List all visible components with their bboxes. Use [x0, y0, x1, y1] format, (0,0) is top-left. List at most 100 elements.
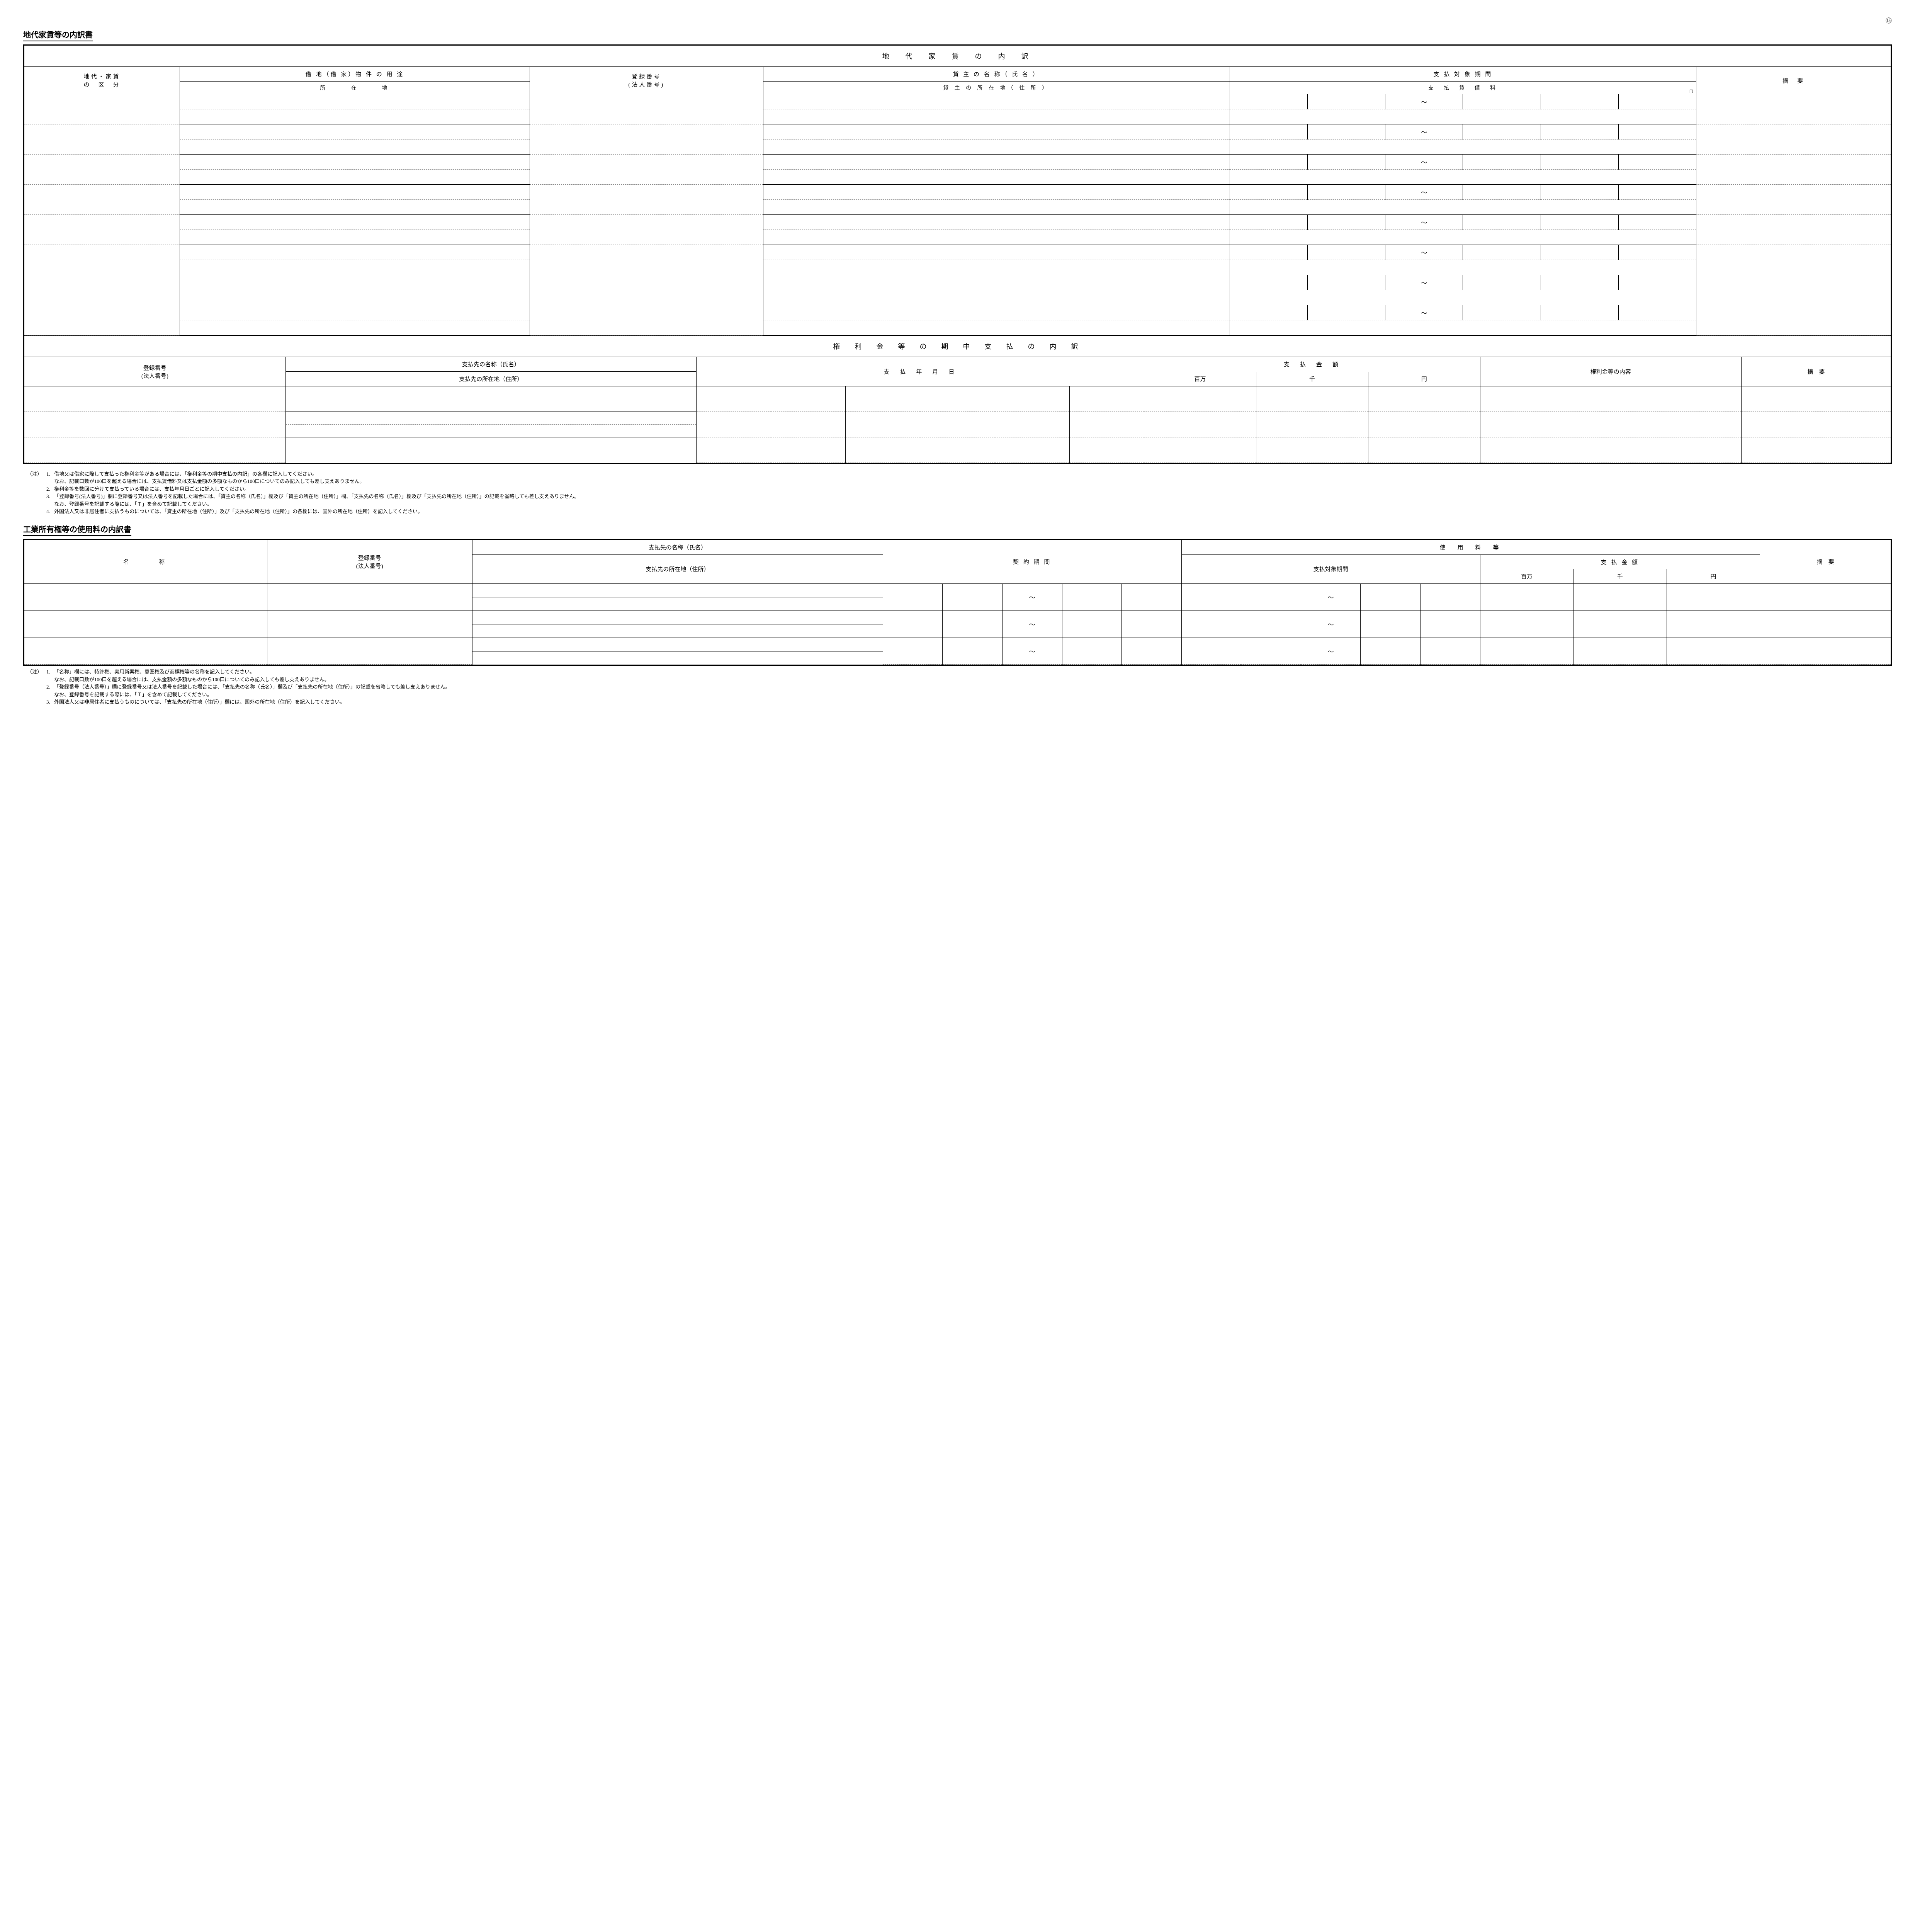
cell-period-4[interactable] — [1541, 275, 1618, 290]
cell-pp-4[interactable] — [1421, 583, 1480, 611]
cell-rent-paid[interactable] — [1230, 230, 1696, 245]
cell-pp-1[interactable] — [1181, 638, 1241, 665]
cell-pp-2[interactable] — [1241, 583, 1301, 611]
cell-cp-2[interactable] — [943, 638, 1003, 665]
cell-period-4[interactable] — [1541, 215, 1618, 230]
cell-location[interactable] — [180, 109, 530, 124]
cell-cp-3[interactable] — [1062, 583, 1122, 611]
cell-rent-paid[interactable] — [1230, 109, 1696, 124]
cell-regno[interactable] — [530, 215, 763, 245]
cell-amt-1[interactable] — [1144, 412, 1256, 437]
cell-remarks[interactable] — [1696, 245, 1891, 275]
cell-pp-4[interactable] — [1421, 638, 1480, 665]
cell-lessor-addr[interactable] — [763, 170, 1230, 185]
cell-rent-paid[interactable] — [1230, 170, 1696, 185]
cell-use[interactable] — [180, 275, 530, 290]
cell-period-2[interactable] — [1307, 124, 1385, 139]
cell-date-6[interactable] — [1069, 412, 1144, 437]
cell-period-5[interactable] — [1618, 124, 1696, 139]
cell-period-5[interactable] — [1618, 305, 1696, 320]
cell-period-1[interactable] — [1230, 124, 1307, 139]
cell-date-1[interactable] — [696, 437, 771, 463]
cell-period-1[interactable] — [1230, 305, 1307, 320]
cell-period-5[interactable] — [1618, 275, 1696, 290]
cell-period-5[interactable] — [1618, 155, 1696, 170]
cell-content[interactable] — [1480, 386, 1741, 412]
cell-remarks[interactable] — [1696, 124, 1891, 155]
cell-name[interactable] — [24, 611, 267, 638]
cell-rent-paid[interactable] — [1230, 139, 1696, 155]
cell-amt-3[interactable] — [1667, 611, 1760, 638]
cell-payee-name[interactable] — [285, 386, 696, 399]
cell-amt-2[interactable] — [1256, 437, 1368, 463]
cell-category[interactable] — [24, 124, 180, 155]
cell-lessor-name[interactable] — [763, 215, 1230, 230]
cell-amt-2[interactable] — [1573, 611, 1667, 638]
cell-period-3[interactable] — [1463, 215, 1541, 230]
cell-date-5[interactable] — [995, 437, 1069, 463]
cell-category[interactable] — [24, 245, 180, 275]
cell-pp-1[interactable] — [1181, 583, 1241, 611]
cell-category[interactable] — [24, 185, 180, 215]
cell-location[interactable] — [180, 320, 530, 335]
cell-amt-3[interactable] — [1368, 386, 1480, 412]
cell-lessor-addr[interactable] — [763, 139, 1230, 155]
cell-use[interactable] — [180, 305, 530, 320]
cell-period-4[interactable] — [1541, 124, 1618, 139]
cell-rent-paid[interactable] — [1230, 200, 1696, 215]
cell-period-3[interactable] — [1463, 245, 1541, 260]
cell-location[interactable] — [180, 139, 530, 155]
cell-amt-3[interactable] — [1368, 412, 1480, 437]
cell-rent-paid[interactable] — [1230, 320, 1696, 335]
cell-period-5[interactable] — [1618, 185, 1696, 200]
cell-content[interactable] — [1480, 437, 1741, 463]
cell-period-3[interactable] — [1463, 94, 1541, 109]
cell-regno[interactable] — [530, 305, 763, 335]
cell-remarks[interactable] — [1760, 583, 1891, 611]
cell-period-4[interactable] — [1541, 305, 1618, 320]
cell-amt-2[interactable] — [1573, 638, 1667, 665]
cell-lessor-name[interactable] — [763, 245, 1230, 260]
cell-amt-2[interactable] — [1256, 386, 1368, 412]
cell-date-2[interactable] — [771, 412, 845, 437]
cell-period-1[interactable] — [1230, 185, 1307, 200]
cell-amt-3[interactable] — [1368, 437, 1480, 463]
cell-regno[interactable] — [530, 245, 763, 275]
cell-lessor-addr[interactable] — [763, 290, 1230, 305]
cell-lessor-name[interactable] — [763, 124, 1230, 139]
cell-category[interactable] — [24, 275, 180, 305]
cell-use[interactable] — [180, 124, 530, 139]
cell-regno[interactable] — [267, 638, 472, 665]
cell-category[interactable] — [24, 155, 180, 185]
cell-period-1[interactable] — [1230, 94, 1307, 109]
cell-amt-2[interactable] — [1256, 412, 1368, 437]
cell-cp-3[interactable] — [1062, 611, 1122, 638]
cell-rent-paid[interactable] — [1230, 260, 1696, 275]
cell-period-3[interactable] — [1463, 185, 1541, 200]
cell-category[interactable] — [24, 94, 180, 124]
cell-cp-1[interactable] — [883, 583, 943, 611]
cell-remarks[interactable] — [1741, 412, 1891, 437]
cell-cp-2[interactable] — [943, 583, 1003, 611]
cell-regno[interactable] — [267, 583, 472, 611]
cell-use[interactable] — [180, 155, 530, 170]
cell-category[interactable] — [24, 215, 180, 245]
cell-period-1[interactable] — [1230, 155, 1307, 170]
cell-use[interactable] — [180, 215, 530, 230]
cell-period-4[interactable] — [1541, 94, 1618, 109]
cell-location[interactable] — [180, 200, 530, 215]
cell-amt-3[interactable] — [1667, 583, 1760, 611]
cell-remarks[interactable] — [1741, 437, 1891, 463]
cell-payee-addr[interactable] — [285, 425, 696, 437]
cell-period-2[interactable] — [1307, 245, 1385, 260]
cell-date-2[interactable] — [771, 386, 845, 412]
cell-date-4[interactable] — [920, 386, 995, 412]
cell-regno[interactable] — [24, 386, 285, 412]
cell-period-4[interactable] — [1541, 155, 1618, 170]
cell-content[interactable] — [1480, 412, 1741, 437]
cell-period-2[interactable] — [1307, 215, 1385, 230]
cell-pp-4[interactable] — [1421, 611, 1480, 638]
cell-cp-4[interactable] — [1122, 583, 1182, 611]
cell-date-5[interactable] — [995, 386, 1069, 412]
cell-period-5[interactable] — [1618, 245, 1696, 260]
